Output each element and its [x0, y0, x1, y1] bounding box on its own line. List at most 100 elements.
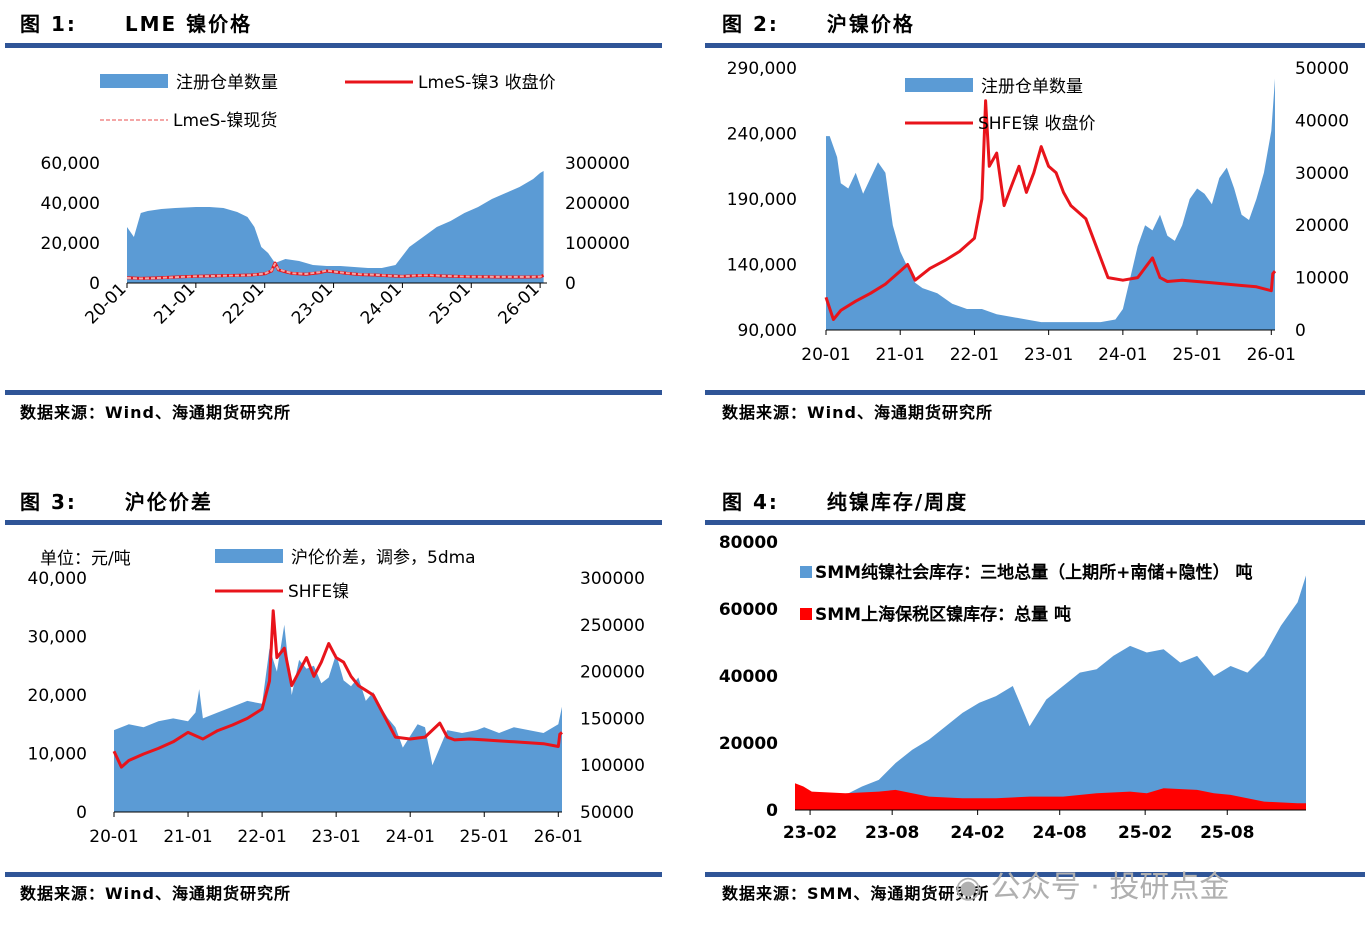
chart3-right-tick-label: 200000	[580, 663, 645, 683]
chart1-bottom-rule	[5, 390, 662, 395]
chart4-left-tick-label: 80000	[719, 533, 778, 553]
chart4-legend-label: SMM上海保税区镍库存：总量 吨	[815, 604, 1071, 625]
chart3-legend-label: 沪伦价差，调参，5dma	[291, 548, 476, 568]
chart3-right-tick-label: 50000	[580, 803, 634, 823]
chart3-x-tick-label: 24-01	[385, 827, 434, 847]
chart4-top-rule	[705, 520, 1365, 525]
watermark-icon: ◉	[955, 870, 982, 905]
watermark-text: 公众号 · 投研点金	[990, 870, 1230, 905]
chart4-x-tick-label: 25-02	[1118, 823, 1172, 843]
chart4-source: 数据来源：SMM、海通期货研究所	[722, 884, 990, 903]
chart3-x-tick-label: 25-01	[460, 827, 509, 847]
chart2-legend-label: SHFE镍 收盘价	[978, 114, 1096, 134]
chart3-left-tick-label: 0	[76, 803, 87, 823]
chart3-top-rule	[5, 520, 662, 525]
chart2-left-tick-label: 240,000	[727, 125, 797, 145]
chart1-series-2-line	[126, 262, 544, 280]
chart2-x-tick-label: 22-01	[950, 345, 999, 365]
chart4-x-tick-label: 24-08	[1033, 823, 1087, 843]
chart1-right-tick-label: 100000	[565, 234, 630, 254]
chart4-legend-swatch	[800, 608, 812, 620]
chart3-legend-label: SHFE镍	[288, 582, 349, 602]
chart2-top-rule	[705, 43, 1365, 48]
chart3-series-0-area	[114, 624, 562, 812]
chart2-right-tick-label: 50000	[1295, 59, 1349, 79]
chart1-title-text: LME 镍价格	[124, 12, 253, 36]
chart2-right-tick-label: 20000	[1295, 216, 1349, 236]
chart3-unit-label: 单位：元/吨	[40, 549, 131, 569]
chart1-left-tick-label: 20,000	[41, 234, 100, 254]
chart3-left-tick-label: 20,000	[28, 686, 87, 706]
chart3-x-tick-label: 21-01	[163, 827, 212, 847]
chart1-legend-label: LmeS-镍现货	[173, 111, 277, 131]
chart2-bottom-rule	[705, 390, 1365, 395]
chart2-left-tick-label: 290,000	[727, 59, 797, 79]
chart2-right-tick-label: 30000	[1295, 164, 1349, 184]
chart2-right-tick-label: 40000	[1295, 111, 1349, 131]
chart1-series-0-area	[127, 171, 544, 283]
chart2-x-tick-label: 25-01	[1172, 345, 1221, 365]
chart2-title-text: 沪镍价格	[826, 12, 915, 36]
chart1-title: 图 1: LME 镍价格	[20, 8, 252, 37]
chart3-series-1-line	[112, 609, 563, 769]
chart3-legend-swatch	[215, 549, 283, 563]
chart1-legend-swatch	[100, 74, 168, 88]
chart2-legend-label: 注册仓单数量	[981, 77, 1083, 97]
chart4-x-tick-label: 25-08	[1200, 823, 1254, 843]
chart1-left-tick-label: 60,000	[41, 154, 100, 174]
chart4-legend-swatch	[800, 566, 812, 578]
chart4-bottom-rule	[705, 872, 1365, 877]
chart1-right-tick-label: 200000	[565, 194, 630, 214]
chart1-source: 数据来源：Wind、海通期货研究所	[20, 403, 291, 422]
chart2-x-tick-label: 24-01	[1098, 345, 1147, 365]
chart3-right-tick-label: 300000	[580, 569, 645, 589]
chart2-left-tick-label: 140,000	[727, 256, 797, 276]
chart4-x-tick-label: 24-02	[950, 823, 1004, 843]
chart2-x-tick-label: 26-01	[1247, 345, 1296, 365]
chart3-source: 数据来源：Wind、海通期货研究所	[20, 884, 291, 903]
chart2-series-1-line	[824, 99, 1277, 321]
chart3-right-tick-label: 100000	[580, 756, 645, 776]
chart3-left-tick-label: 30,000	[28, 628, 87, 648]
chart2-left-tick-label: 190,000	[727, 190, 797, 210]
chart2-right-tick-label: 10000	[1295, 269, 1349, 289]
chart4-fig-label: 图 4:	[722, 490, 779, 514]
chart3-x-tick-label: 22-01	[237, 827, 286, 847]
chart4-left-tick-label: 60000	[719, 600, 778, 620]
chart3-left-tick-label: 40,000	[28, 569, 87, 589]
chart4-title-text: 纯镍库存/周度	[826, 490, 969, 514]
chart1-left-tick-label: 0	[89, 274, 100, 294]
chart2-x-tick-label: 21-01	[876, 345, 925, 365]
chart2-legend-swatch	[905, 78, 973, 92]
chart4-left-tick-label: 0	[766, 801, 778, 821]
chart1-legend-label: LmeS-镍3 收盘价	[418, 73, 556, 93]
chart1-top-rule	[5, 43, 662, 48]
chart2-title: 图 2: 沪镍价格	[722, 8, 915, 37]
chart3-title: 图 3: 沪伦价差	[20, 486, 213, 515]
chart1-fig-label: 图 1:	[20, 12, 77, 36]
chart3-right-tick-label: 150000	[580, 709, 645, 729]
chart3-left-tick-label: 10,000	[28, 745, 87, 765]
chart1-legend-label: 注册仓单数量	[176, 73, 278, 93]
chart3-bottom-rule	[5, 872, 662, 877]
chart3-x-tick-label: 26-01	[534, 827, 583, 847]
chart1-left-tick-label: 40,000	[41, 194, 100, 214]
chart1-right-tick-label: 300000	[565, 154, 630, 174]
chart3-right-tick-label: 250000	[580, 616, 645, 636]
chart2-source: 数据来源：Wind、海通期货研究所	[722, 403, 993, 422]
chart3-fig-label: 图 3:	[20, 490, 77, 514]
chart2-series-0-area	[826, 78, 1275, 330]
chart2-fig-label: 图 2:	[722, 12, 779, 36]
chart2-left-tick-label: 90,000	[738, 321, 797, 341]
chart3-x-tick-label: 23-01	[311, 827, 360, 847]
chart2-right-tick-label: 0	[1295, 321, 1306, 341]
chart1-right-tick-label: 0	[565, 274, 576, 294]
watermark: ◉ 公众号 · 投研点金	[955, 862, 1229, 906]
chart4-series-1-area	[795, 783, 1306, 810]
chart4-title: 图 4: 纯镍库存/周度	[722, 486, 968, 515]
chart3-x-tick-label: 20-01	[89, 827, 138, 847]
